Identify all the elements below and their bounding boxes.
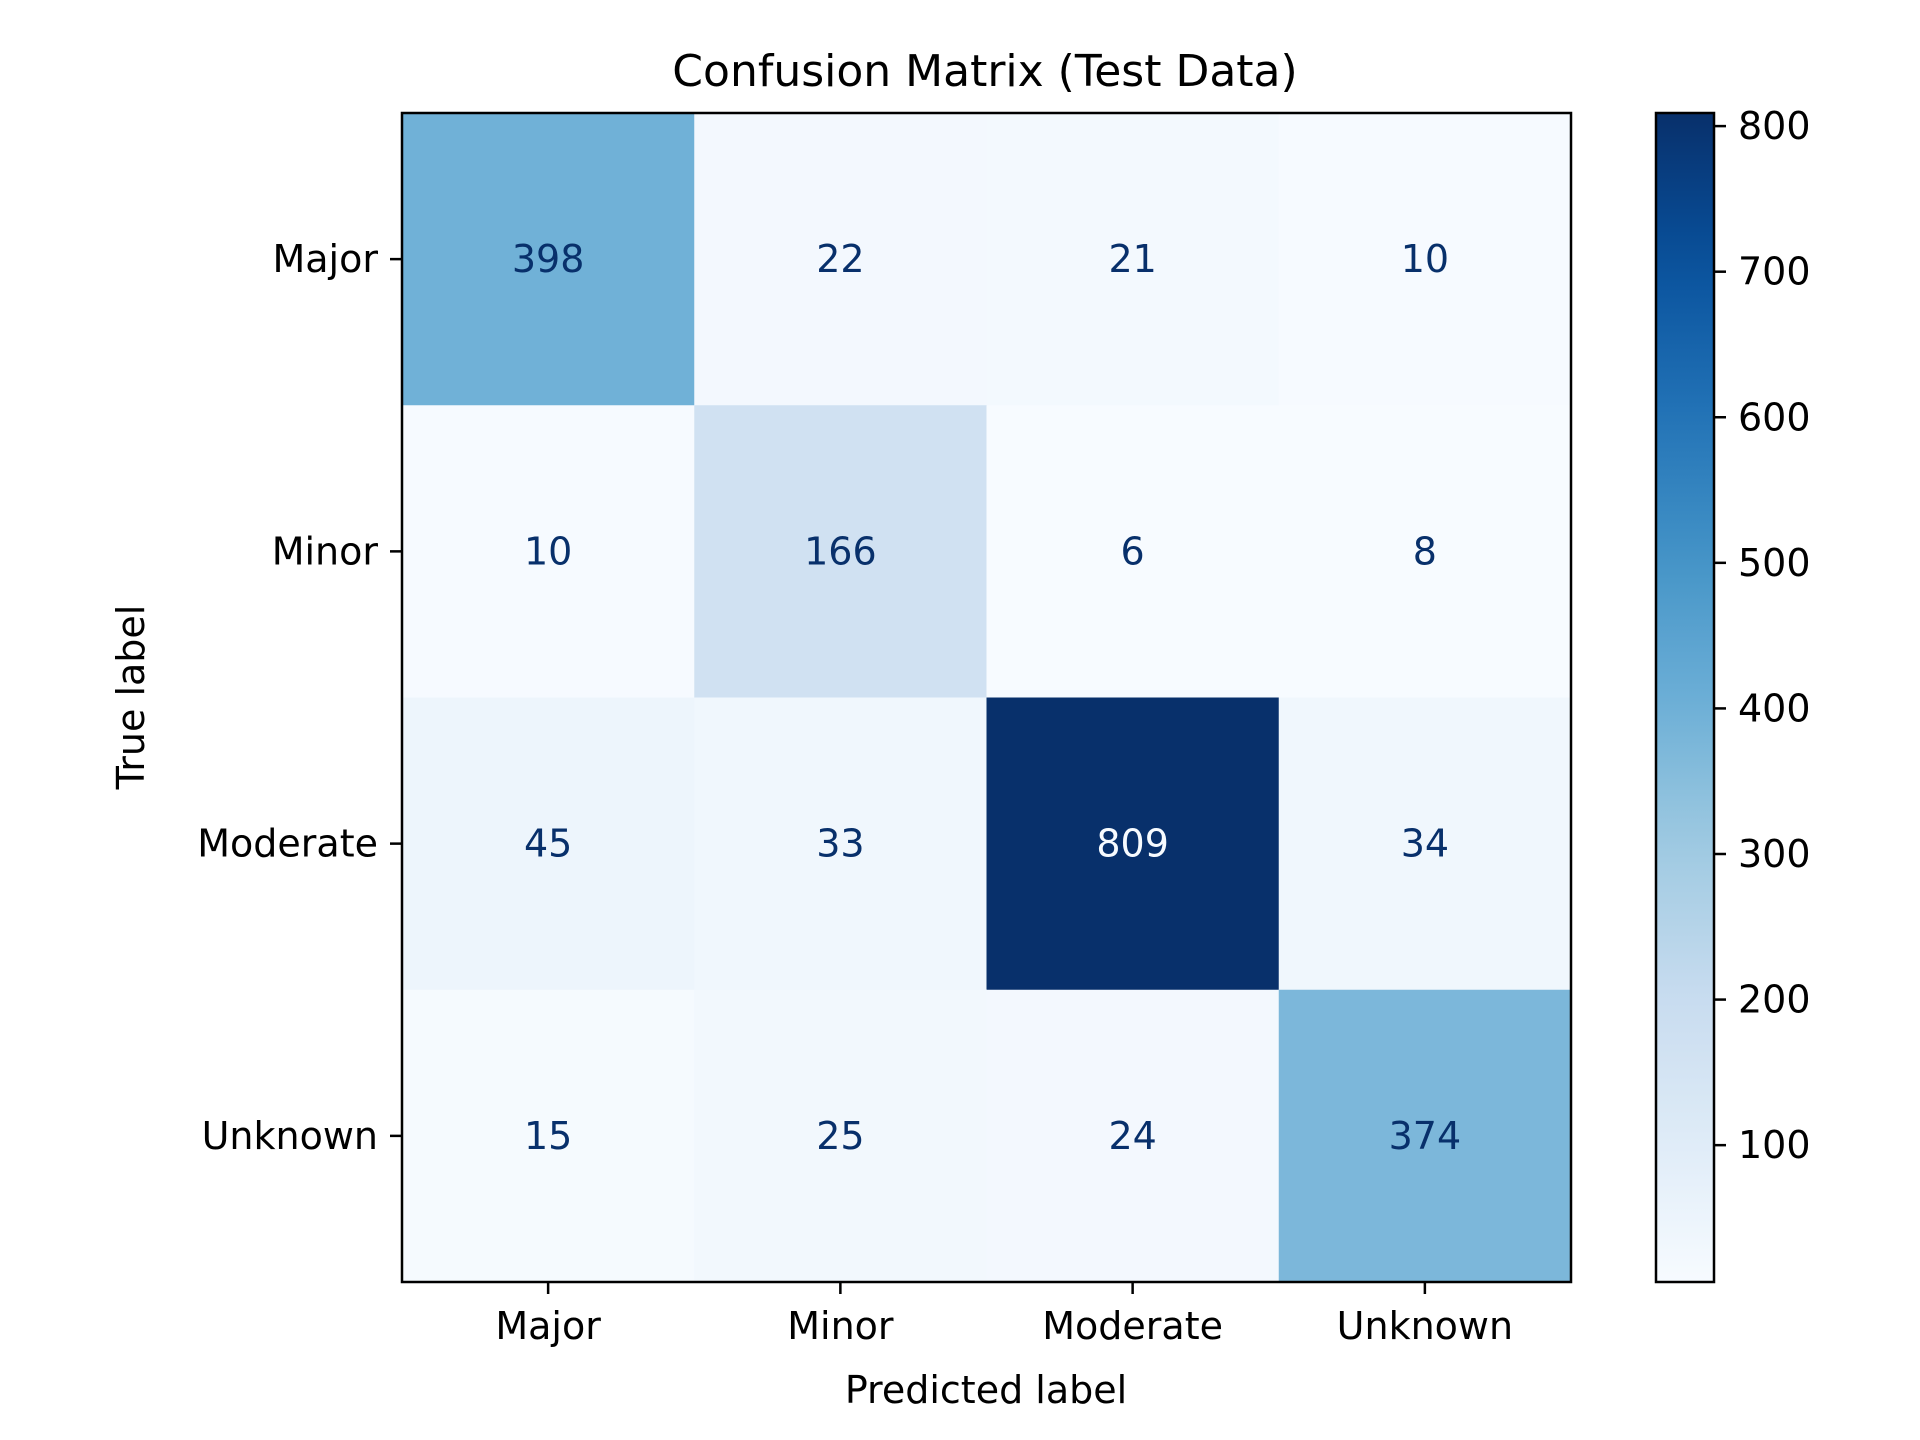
colorbar-tick-label: 400 xyxy=(1738,686,1811,730)
chart-title: Confusion Matrix (Test Data) xyxy=(672,46,1297,97)
x-axis-label: Predicted label xyxy=(845,1368,1127,1412)
colorbar-ticks: 100 200 300 400 500 600 700 800 xyxy=(1714,104,1811,1167)
heatmap-cell xyxy=(1278,989,1572,1283)
cell-value-label: 45 xyxy=(524,822,572,866)
cell-value-labels: 398 22 21 10 10 166 6 8 45 33 809 34 15 25 24 374 xyxy=(512,237,1461,1158)
colorbar-tick-label: 200 xyxy=(1738,978,1811,1022)
colorbar-tick-label: 500 xyxy=(1738,541,1811,585)
cell-value-label: 15 xyxy=(524,1114,572,1158)
cell-value-label: 22 xyxy=(816,237,864,281)
heatmap-cell xyxy=(986,697,1280,991)
heatmap-cell xyxy=(986,113,1280,406)
cell-value-label: 10 xyxy=(524,529,572,573)
heatmap-cell xyxy=(402,697,695,991)
heatmap-cell xyxy=(986,405,1280,698)
heatmap-cell xyxy=(402,405,695,698)
cell-value-label: 809 xyxy=(1096,822,1169,866)
heatmap-cell xyxy=(986,989,1280,1283)
cell-value-label: 24 xyxy=(1108,1114,1156,1158)
cell-value-label: 25 xyxy=(816,1114,864,1158)
colorbar-tick-label: 300 xyxy=(1738,832,1811,876)
cell-value-label: 8 xyxy=(1413,529,1437,573)
cell-value-label: 34 xyxy=(1401,822,1449,866)
y-axis-label: True label xyxy=(109,605,153,791)
y-tick-label: Unknown xyxy=(202,1114,378,1158)
colorbar xyxy=(1654,111,1716,1284)
colorbar-tick-label: 700 xyxy=(1738,250,1811,294)
cell-value-label: 166 xyxy=(804,529,877,573)
colorbar-tick-label: 800 xyxy=(1738,104,1811,148)
y-tick-label: Major xyxy=(272,237,378,281)
heatmap-cell xyxy=(694,989,987,1283)
heatmap-cell xyxy=(694,113,987,406)
x-tick-label: Moderate xyxy=(1042,1304,1223,1348)
cell-value-label: 374 xyxy=(1389,1114,1462,1158)
heatmap-cells xyxy=(402,113,1572,1283)
x-tick-label: Minor xyxy=(787,1304,894,1348)
cell-value-label: 6 xyxy=(1121,529,1145,573)
heatmap-cell xyxy=(694,697,987,991)
heatmap-cell xyxy=(402,113,695,406)
colorbar-tick-label: 600 xyxy=(1738,395,1811,439)
x-axis-ticks: Major Minor Moderate Unknown xyxy=(495,1282,1513,1348)
heatmap-cell xyxy=(1278,697,1572,991)
y-tick-label: Minor xyxy=(272,529,379,573)
cell-value-label: 21 xyxy=(1108,237,1156,281)
heatmap-cell xyxy=(402,989,695,1283)
colorbar-tick-label: 100 xyxy=(1738,1123,1811,1167)
cell-value-label: 398 xyxy=(512,237,585,281)
x-tick-label: Major xyxy=(495,1304,601,1348)
y-tick-label: Moderate xyxy=(197,822,378,866)
plot-frame xyxy=(400,111,1573,1284)
heatmap-cell xyxy=(1278,405,1572,698)
cell-value-label: 10 xyxy=(1401,237,1449,281)
heatmap-cell xyxy=(1278,113,1572,406)
cell-value-label: 33 xyxy=(816,822,864,866)
heatmap-cell xyxy=(694,405,987,698)
x-tick-label: Unknown xyxy=(1337,1304,1513,1348)
y-axis-ticks: Major Minor Moderate Unknown xyxy=(197,237,402,1158)
